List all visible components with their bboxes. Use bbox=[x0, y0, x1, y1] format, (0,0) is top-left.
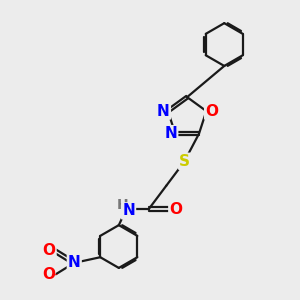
Text: O: O bbox=[169, 202, 182, 217]
Text: N: N bbox=[164, 126, 177, 141]
Text: N: N bbox=[68, 255, 81, 270]
Text: O: O bbox=[205, 103, 218, 118]
Text: ⁻: ⁻ bbox=[50, 271, 57, 285]
Text: H: H bbox=[117, 198, 128, 212]
Text: O: O bbox=[42, 267, 55, 282]
Text: N: N bbox=[157, 103, 170, 118]
Text: N: N bbox=[122, 203, 135, 218]
Text: S: S bbox=[179, 154, 190, 169]
Text: O: O bbox=[43, 244, 56, 259]
